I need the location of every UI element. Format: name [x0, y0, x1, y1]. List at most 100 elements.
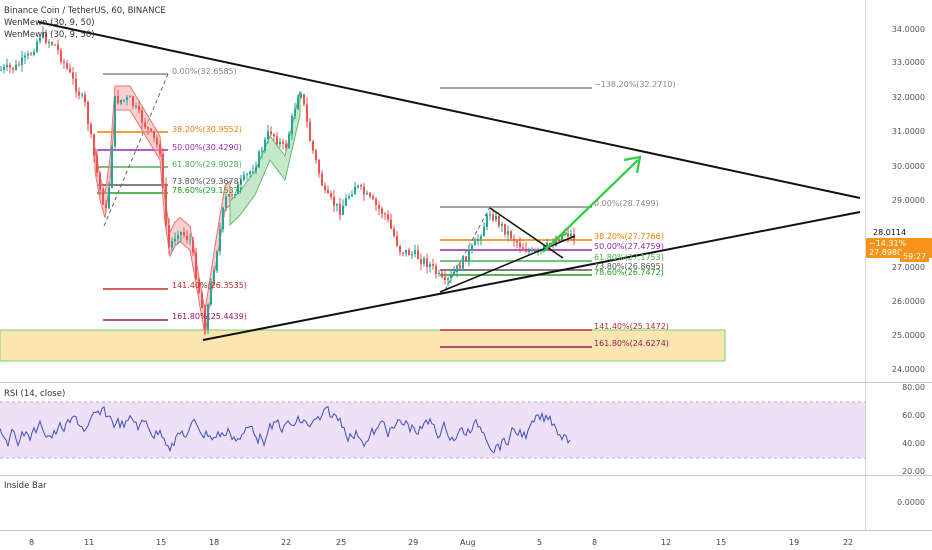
candle-body[interactable]: [330, 193, 332, 197]
candle-body[interactable]: [192, 239, 194, 253]
candle-body[interactable]: [0, 69, 2, 71]
candle-body[interactable]: [351, 194, 353, 197]
candle-body[interactable]: [198, 278, 200, 293]
support-zone[interactable]: [0, 329, 726, 362]
candle-body[interactable]: [228, 194, 230, 197]
candle-body[interactable]: [84, 94, 86, 103]
candle-body[interactable]: [216, 251, 218, 271]
candle-body[interactable]: [486, 214, 488, 227]
candle-body[interactable]: [453, 271, 455, 275]
candle-body[interactable]: [507, 231, 509, 235]
candle-body[interactable]: [42, 32, 44, 38]
candle-body[interactable]: [234, 194, 236, 196]
insidebar-axis[interactable]: 0.0000: [865, 476, 932, 530]
candle-body[interactable]: [423, 258, 425, 264]
candle-body[interactable]: [132, 96, 134, 107]
candle-body[interactable]: [90, 124, 92, 135]
candle-body[interactable]: [48, 42, 50, 44]
candle-body[interactable]: [393, 228, 395, 236]
candle-body[interactable]: [51, 42, 53, 45]
candle-body[interactable]: [81, 94, 83, 96]
candle-body[interactable]: [528, 250, 530, 252]
candle-body[interactable]: [525, 248, 527, 252]
candle-body[interactable]: [126, 97, 128, 100]
candle-body[interactable]: [30, 53, 32, 55]
candle-body[interactable]: [339, 203, 341, 215]
candle-body[interactable]: [480, 236, 482, 240]
candle-body[interactable]: [411, 253, 413, 256]
candle-body[interactable]: [561, 234, 563, 242]
candle-body[interactable]: [285, 143, 287, 149]
candle-body[interactable]: [390, 219, 392, 229]
candle-body[interactable]: [498, 215, 500, 226]
candle-body[interactable]: [438, 272, 440, 274]
candle-body[interactable]: [489, 214, 491, 216]
candle-body[interactable]: [150, 128, 152, 131]
candle-body[interactable]: [432, 264, 434, 266]
candle-body[interactable]: [153, 130, 155, 139]
candle-body[interactable]: [345, 198, 347, 206]
candle-body[interactable]: [12, 67, 14, 70]
candle-body[interactable]: [474, 240, 476, 246]
candle-body[interactable]: [270, 131, 272, 135]
candle-body[interactable]: [249, 171, 251, 175]
candle-body[interactable]: [18, 64, 20, 66]
candle-body[interactable]: [333, 196, 335, 206]
candle-body[interactable]: [354, 186, 356, 195]
candle-body[interactable]: [516, 241, 518, 243]
candle-body[interactable]: [381, 208, 383, 214]
candle-body[interactable]: [267, 131, 269, 140]
candle-body[interactable]: [459, 265, 461, 269]
candle-body[interactable]: [231, 194, 233, 196]
candle-body[interactable]: [558, 239, 560, 242]
candle-body[interactable]: [114, 95, 116, 147]
candle-body[interactable]: [54, 44, 56, 46]
candle-body[interactable]: [273, 134, 275, 137]
candle-body[interactable]: [195, 252, 197, 279]
candle-body[interactable]: [426, 258, 428, 268]
candle-body[interactable]: [513, 238, 515, 242]
candle-body[interactable]: [111, 146, 113, 188]
candle-body[interactable]: [186, 235, 188, 241]
candle-body[interactable]: [534, 249, 536, 253]
candle-body[interactable]: [327, 190, 329, 194]
candle-body[interactable]: [120, 99, 122, 104]
candle-body[interactable]: [168, 224, 170, 248]
candle-body[interactable]: [300, 94, 302, 98]
pane-divider[interactable]: [0, 382, 932, 383]
candle-body[interactable]: [174, 238, 176, 242]
pane-divider[interactable]: [0, 475, 932, 476]
candle-body[interactable]: [450, 274, 452, 279]
candle-body[interactable]: [420, 259, 422, 264]
candle-body[interactable]: [306, 104, 308, 122]
indicator-legend-2[interactable]: WenMewn (30, 9, 50): [4, 30, 95, 40]
candle-body[interactable]: [387, 214, 389, 220]
candle-body[interactable]: [258, 151, 260, 168]
candle-body[interactable]: [9, 64, 11, 68]
candle-body[interactable]: [465, 256, 467, 262]
candle-body[interactable]: [210, 283, 212, 305]
candle-body[interactable]: [105, 204, 107, 208]
candle-body[interactable]: [378, 205, 380, 209]
fib-retracement-2[interactable]: [440, 87, 592, 348]
candle-body[interactable]: [33, 51, 35, 55]
candle-body[interactable]: [471, 245, 473, 251]
candle-body[interactable]: [531, 249, 533, 251]
candle-body[interactable]: [87, 102, 89, 125]
candle-body[interactable]: [60, 50, 62, 62]
candle-body[interactable]: [303, 94, 305, 105]
candle-body[interactable]: [147, 127, 149, 129]
candle-body[interactable]: [264, 139, 266, 151]
candle-body[interactable]: [522, 247, 524, 249]
candle-body[interactable]: [435, 265, 437, 274]
candle-body[interactable]: [24, 55, 26, 58]
ascending-trendline[interactable]: [202, 211, 861, 341]
candle-body[interactable]: [183, 231, 185, 236]
candle-body[interactable]: [129, 96, 131, 98]
candle-body[interactable]: [543, 245, 545, 250]
candle-body[interactable]: [492, 214, 494, 221]
candle-body[interactable]: [39, 37, 41, 42]
candle-body[interactable]: [504, 223, 506, 235]
candle-body[interactable]: [348, 196, 350, 199]
flag-line-upper[interactable]: [489, 207, 564, 259]
